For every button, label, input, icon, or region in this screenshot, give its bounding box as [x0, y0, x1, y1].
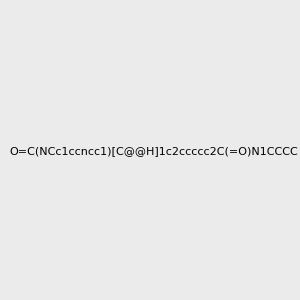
- Text: O=C(NCc1ccncc1)[C@@H]1c2ccccc2C(=O)N1CCCC: O=C(NCc1ccncc1)[C@@H]1c2ccccc2C(=O)N1CCC…: [9, 146, 298, 157]
